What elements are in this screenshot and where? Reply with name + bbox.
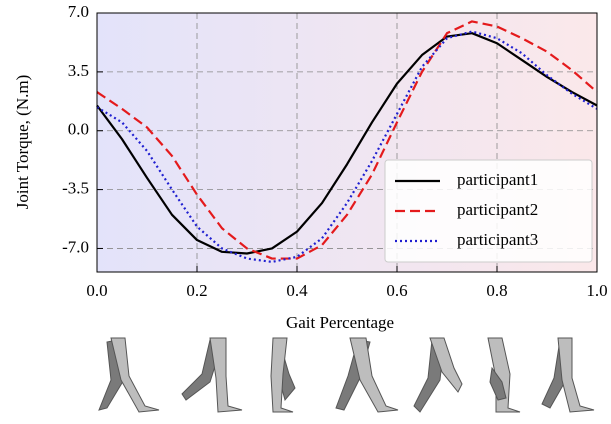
x-tick-label: 0.8 [486,281,507,300]
legend-label: participant3 [457,230,538,249]
y-tick-label: 7.0 [68,2,89,21]
data-line [96,20,598,260]
x-tick-label: 0.4 [286,281,308,300]
x-tick-label: 0.6 [386,281,407,300]
x-tick-label: 1.0 [586,281,607,300]
y-tick-label: -7.0 [62,237,89,256]
legend-label: participant2 [457,200,538,219]
x-axis-label: Gait Percentage [286,313,394,332]
x-tick-label: 0.2 [186,281,207,300]
legend: participant1 participant2 participant3 [384,159,593,263]
y-tick-label: 3.5 [68,61,89,80]
y-tick-label: -3.5 [62,178,89,197]
legend-label: participant1 [457,170,538,189]
legend-box [384,159,593,263]
x-tick-label: 0.0 [86,281,107,300]
y-tick-label: 0.0 [68,120,89,139]
plot-frame [96,12,598,273]
data-line [96,32,598,255]
gait-illustrations [98,337,595,413]
y-axis-label: Joint Torque, (N.m) [13,75,32,209]
